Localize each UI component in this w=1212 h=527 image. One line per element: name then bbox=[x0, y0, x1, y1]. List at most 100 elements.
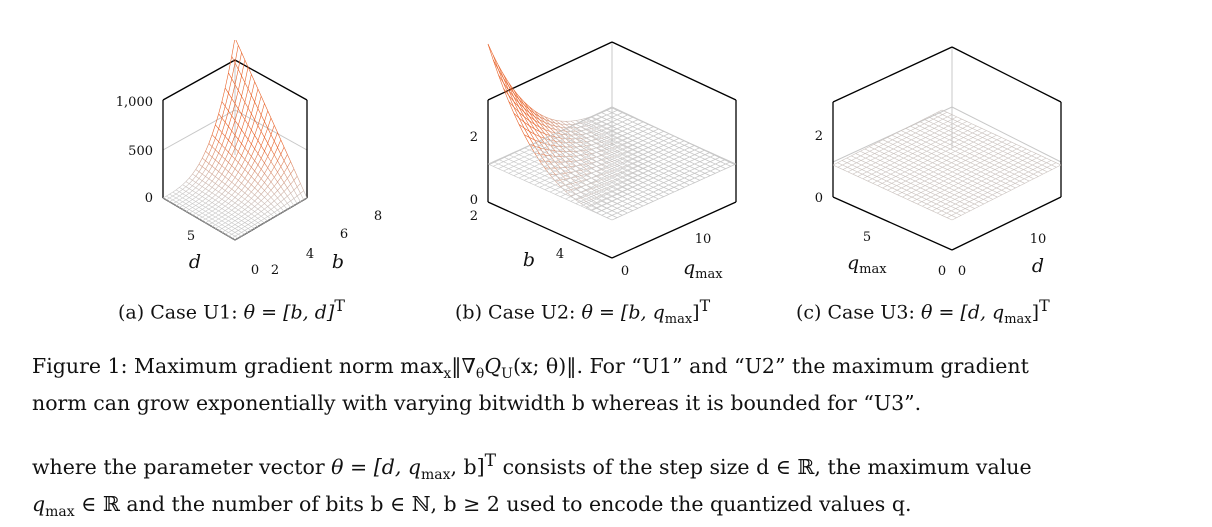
subcaption-math-end: ] bbox=[692, 301, 699, 323]
mesh-line bbox=[222, 159, 225, 165]
mesh-line bbox=[1042, 170, 1047, 172]
mesh-line bbox=[928, 165, 933, 167]
mesh-line bbox=[1024, 172, 1029, 174]
mesh-line bbox=[617, 206, 622, 208]
mesh-line bbox=[628, 122, 633, 124]
mesh-line bbox=[843, 170, 848, 172]
mesh-line bbox=[684, 159, 689, 161]
mesh-line bbox=[653, 159, 658, 161]
mesh-line bbox=[945, 140, 950, 142]
mesh-line bbox=[896, 179, 901, 181]
mesh-line bbox=[972, 128, 977, 130]
mesh-line bbox=[514, 164, 519, 166]
mesh-line bbox=[622, 129, 627, 131]
mesh-line bbox=[941, 149, 946, 151]
subcaption-math-end: ] bbox=[1032, 301, 1039, 323]
mesh-line bbox=[281, 195, 284, 199]
mesh-line bbox=[514, 162, 519, 164]
mesh-line bbox=[838, 165, 843, 167]
mesh-line bbox=[950, 199, 955, 201]
mesh-line bbox=[669, 169, 674, 171]
mesh-line bbox=[961, 209, 966, 211]
mesh-line bbox=[235, 159, 238, 162]
mesh-line bbox=[612, 124, 617, 126]
mesh-line bbox=[653, 197, 658, 199]
mesh-line bbox=[659, 171, 664, 173]
mesh-line bbox=[258, 206, 261, 209]
mesh-line bbox=[504, 171, 509, 173]
mesh-line bbox=[897, 195, 902, 197]
mesh-line bbox=[659, 194, 664, 196]
subcaption-a: (a) Case U1: θ = [b, d]T bbox=[118, 296, 345, 323]
mesh-line bbox=[281, 154, 284, 161]
mesh-line bbox=[242, 216, 245, 218]
mesh-line bbox=[903, 149, 908, 151]
mesh-line bbox=[238, 188, 241, 191]
mesh-line bbox=[721, 159, 726, 161]
mesh-line bbox=[238, 227, 241, 229]
mesh-line bbox=[653, 152, 658, 154]
mesh-line bbox=[291, 184, 294, 190]
mesh-line bbox=[212, 195, 215, 198]
mesh-line bbox=[248, 74, 251, 89]
mesh-line bbox=[679, 187, 684, 189]
mesh-line bbox=[550, 178, 555, 180]
mesh-line bbox=[1007, 147, 1012, 149]
mesh-line bbox=[251, 171, 254, 177]
mesh-line bbox=[878, 142, 883, 144]
mesh-line bbox=[958, 183, 963, 185]
mesh-line bbox=[248, 220, 251, 222]
mesh-line bbox=[597, 157, 602, 159]
mesh-line bbox=[959, 190, 964, 192]
mesh-line bbox=[192, 205, 195, 207]
mesh-line bbox=[493, 164, 498, 166]
mesh-line bbox=[529, 157, 534, 159]
mesh-line bbox=[225, 88, 228, 93]
mesh-line bbox=[1047, 165, 1052, 167]
mesh-line bbox=[1027, 154, 1032, 156]
mesh-line bbox=[1008, 158, 1013, 160]
mesh-line bbox=[209, 191, 212, 193]
mesh-line bbox=[911, 140, 916, 142]
mesh-line bbox=[897, 133, 902, 135]
mesh-line bbox=[919, 172, 924, 174]
mesh-line bbox=[166, 194, 169, 196]
superscript: T bbox=[1039, 296, 1050, 315]
mesh-line bbox=[907, 142, 912, 144]
mesh-line bbox=[952, 165, 957, 167]
mesh-line bbox=[881, 172, 886, 174]
mesh-line bbox=[960, 199, 965, 201]
mesh-line bbox=[232, 219, 235, 221]
mesh-line bbox=[268, 204, 271, 207]
mesh-line bbox=[242, 230, 245, 232]
mesh-line bbox=[942, 163, 947, 165]
mesh-line bbox=[964, 138, 969, 140]
mesh-line bbox=[926, 197, 931, 199]
mesh-line bbox=[664, 171, 669, 173]
mesh-line bbox=[994, 154, 999, 156]
mesh-line bbox=[242, 166, 245, 169]
mesh-line bbox=[923, 160, 928, 162]
mesh-line bbox=[938, 117, 943, 119]
mesh-line bbox=[875, 158, 880, 160]
mesh-line bbox=[189, 193, 192, 195]
mesh-line bbox=[576, 143, 581, 145]
mesh-line bbox=[700, 159, 705, 161]
mesh-line bbox=[261, 179, 264, 183]
mesh-line bbox=[710, 173, 715, 175]
mesh-line bbox=[897, 140, 902, 142]
mesh-line bbox=[245, 102, 248, 108]
mesh-line bbox=[222, 133, 225, 137]
mesh-line bbox=[653, 171, 658, 173]
mesh-line bbox=[504, 162, 509, 164]
mesh-line bbox=[179, 198, 182, 200]
mesh-line bbox=[196, 213, 199, 215]
mesh-line bbox=[225, 198, 228, 201]
mesh-line bbox=[900, 174, 905, 176]
mesh-line bbox=[268, 212, 271, 215]
mesh-line bbox=[984, 202, 989, 204]
mesh-line bbox=[617, 122, 622, 124]
mesh-line bbox=[690, 176, 695, 178]
mesh-line bbox=[679, 185, 684, 187]
mesh-line bbox=[863, 176, 868, 178]
